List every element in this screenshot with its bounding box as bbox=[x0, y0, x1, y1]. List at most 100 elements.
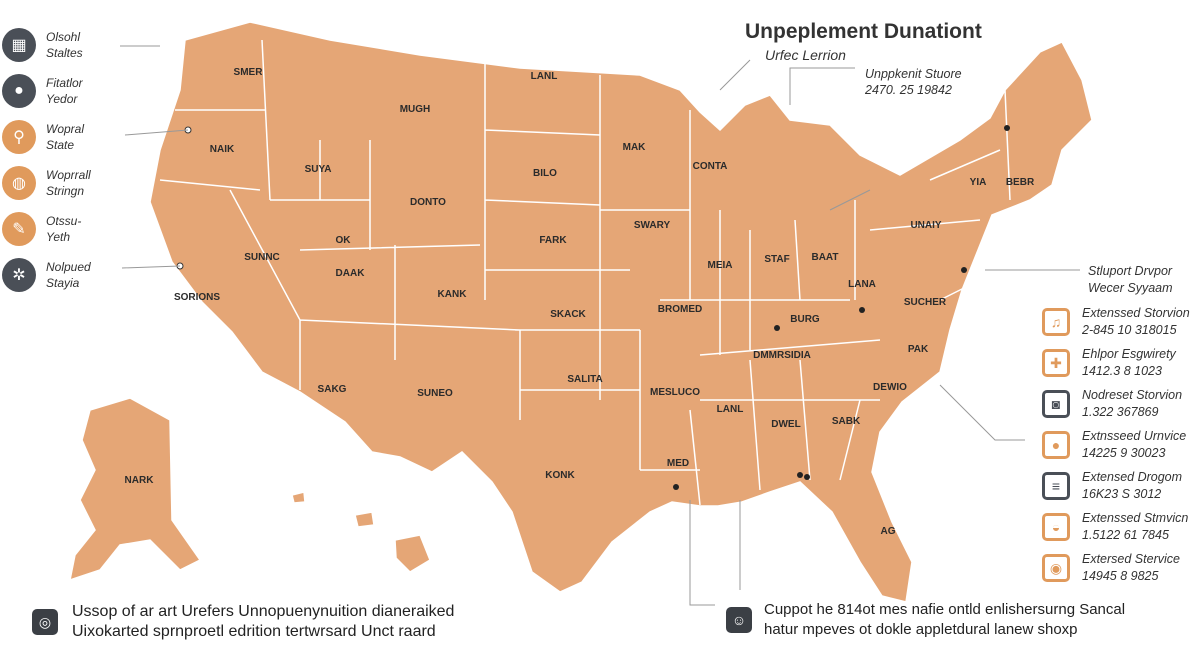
legend-line1: Otssu- bbox=[46, 214, 82, 228]
state-label: BILO bbox=[533, 168, 557, 179]
state-label: DWEL bbox=[771, 419, 800, 430]
state-label: LANA bbox=[848, 279, 876, 290]
puzzle-icon: ✚ bbox=[1042, 349, 1070, 377]
state-label: UNAIY bbox=[910, 220, 941, 231]
washer-icon: ◉ bbox=[1042, 554, 1070, 582]
state-label: CONTA bbox=[693, 161, 728, 172]
state-label: DAAK bbox=[336, 268, 366, 279]
state-label: OK bbox=[336, 235, 352, 246]
state-label: SUNEO bbox=[417, 388, 453, 399]
legend-line1: Wopral bbox=[46, 122, 85, 136]
right-legend-item: ◉ Extersed Stervice 14945 8 9825 bbox=[1042, 551, 1180, 585]
footer-right-line1: Cuppot he 814ot mes nafie ontld enlisher… bbox=[764, 601, 1126, 618]
legend-line1: Olsohl bbox=[46, 30, 81, 44]
legend-value: 14225 9 30023 bbox=[1082, 446, 1166, 460]
state-label: FARK bbox=[539, 235, 567, 246]
state-label: BROMED bbox=[658, 304, 702, 315]
left-legend-item: ✲ Nolpued Stayia bbox=[2, 258, 91, 292]
left-legend-item: ⚲ Wopral State bbox=[2, 120, 84, 154]
right-legend-item: ✚ Ehlpor Esgwirety 1412.3 8 1023 bbox=[1042, 346, 1176, 380]
person-icon: ☺ bbox=[726, 607, 752, 633]
legend-line2: Yeth bbox=[46, 230, 71, 244]
state-borders bbox=[159, 39, 1011, 506]
camera-icon: ◎ bbox=[32, 609, 58, 635]
legend-label: Extenssed Storvion bbox=[1082, 306, 1190, 320]
pin-icon: ⚲ bbox=[2, 120, 36, 154]
legend-label: Extersed Stervice bbox=[1082, 552, 1180, 566]
state-label: NARK bbox=[125, 475, 155, 486]
legend-line2: Staltes bbox=[46, 46, 83, 60]
state-label: SUYA bbox=[305, 164, 332, 175]
state-label: BAAT bbox=[811, 252, 838, 263]
state-label: SABK bbox=[832, 416, 861, 427]
state-label: STAF bbox=[764, 254, 789, 265]
legend-value: 1.322 367869 bbox=[1082, 405, 1159, 419]
legend-line2: Stayia bbox=[46, 276, 80, 290]
state-label: KANK bbox=[438, 289, 468, 300]
hawaii-3 bbox=[394, 534, 431, 573]
keyboard-chat-icon: ▦ bbox=[2, 28, 36, 62]
state-label: SALITA bbox=[567, 374, 602, 385]
right-legend-item: ◙ Nodreset Storvion 1.322 367869 bbox=[1042, 387, 1182, 421]
state-label: DEWIO bbox=[873, 382, 907, 393]
right-legend-header: Stluport Drvpor Wecer Syyaam bbox=[1088, 263, 1173, 297]
state-label: SORIONS bbox=[174, 292, 220, 303]
legend-value: 2-845 10 318015 bbox=[1082, 323, 1177, 337]
person-frame-icon: ● bbox=[1042, 431, 1070, 459]
legend-label: Ehlpor Esgwirety bbox=[1082, 347, 1176, 361]
left-legend-item: ▦ Olsohl Staltes bbox=[2, 28, 83, 62]
state-label: SUNNC bbox=[244, 252, 280, 263]
state-label: SAKG bbox=[318, 384, 347, 395]
state-label: LANL bbox=[717, 404, 744, 415]
legend-line1: Nolpued bbox=[46, 260, 91, 274]
document-icon: ≡ bbox=[1042, 472, 1070, 500]
footer-right: ☺ Cuppot he 814ot mes nafie ontld enlish… bbox=[726, 600, 1125, 640]
state-label: YIA bbox=[970, 177, 987, 188]
bowl-icon: ◒ bbox=[1042, 513, 1070, 541]
state-label: MUGH bbox=[400, 104, 431, 115]
callout-lines bbox=[120, 45, 1080, 606]
state-label: SMER bbox=[234, 67, 264, 78]
camera-icon: ◙ bbox=[1042, 390, 1070, 418]
music-note-icon: ♫ bbox=[1042, 308, 1070, 336]
right-legend-item: ● Extnsseed Urnvice 14225 9 30023 bbox=[1042, 428, 1186, 462]
legend-label: Nodreset Storvion bbox=[1082, 388, 1183, 402]
state-label: SUCHER bbox=[904, 297, 947, 308]
mainland-us bbox=[149, 21, 1093, 603]
state-label: BURG bbox=[790, 314, 820, 325]
right-legend-item: ♫ Extenssed Storvion 2-845 10 318015 bbox=[1042, 305, 1190, 339]
subtitle: Urfec Lerrion bbox=[765, 47, 846, 63]
person-icon: ● bbox=[2, 74, 36, 108]
state-label: SWARY bbox=[634, 220, 671, 231]
state-label: NAIK bbox=[210, 144, 235, 155]
state-label: KONK bbox=[545, 470, 575, 481]
left-legend-item: ✎ Otssu- Yeth bbox=[2, 212, 81, 246]
state-label: MAK bbox=[623, 142, 647, 153]
legend-line2: State bbox=[46, 138, 75, 152]
legend-line2: Yedor bbox=[46, 92, 78, 106]
alaska bbox=[69, 397, 202, 582]
state-label: BEBR bbox=[1006, 177, 1035, 188]
state-label: LANL bbox=[531, 71, 558, 82]
state-label: PAK bbox=[908, 344, 929, 355]
state-label: MESLUCO bbox=[650, 387, 700, 398]
callout-top: Unppkenit Stuore 2470. 25 19842 bbox=[865, 66, 962, 98]
drum-icon: ◍ bbox=[2, 166, 36, 200]
legend-label: Extensed Drogom bbox=[1082, 470, 1183, 484]
callout-top-label: Unppkenit Stuore bbox=[865, 67, 962, 81]
legend-value: 1.5122 61 7845 bbox=[1082, 528, 1169, 542]
right-header-line2: Wecer Syyaam bbox=[1088, 281, 1173, 295]
footer-left-line1: Ussop of ar art Urefers Unnopuenynuition… bbox=[72, 603, 455, 620]
legend-label: Extnsseed Urnvice bbox=[1082, 429, 1187, 443]
hawaii-1 bbox=[291, 491, 306, 504]
footer-left: ◎ Ussop of ar art Urefers Unnopuenynuiti… bbox=[32, 602, 454, 642]
state-label: SKACK bbox=[550, 309, 586, 320]
footer-left-line2: Uixokarted sprnproetl edrition tertwrsar… bbox=[72, 623, 436, 640]
right-legend-item: ≡ Extensed Drogom 16K23 S 3012 bbox=[1042, 469, 1182, 503]
legend-line1: Fitatlor bbox=[46, 76, 83, 90]
legend-line1: Woprrall bbox=[46, 168, 91, 182]
legend-line2: Stringn bbox=[46, 184, 85, 198]
state-label: MEIA bbox=[708, 260, 733, 271]
legend-label: Extenssed Stmvicn bbox=[1082, 511, 1189, 525]
legend-value: 16K23 S 3012 bbox=[1082, 487, 1162, 501]
